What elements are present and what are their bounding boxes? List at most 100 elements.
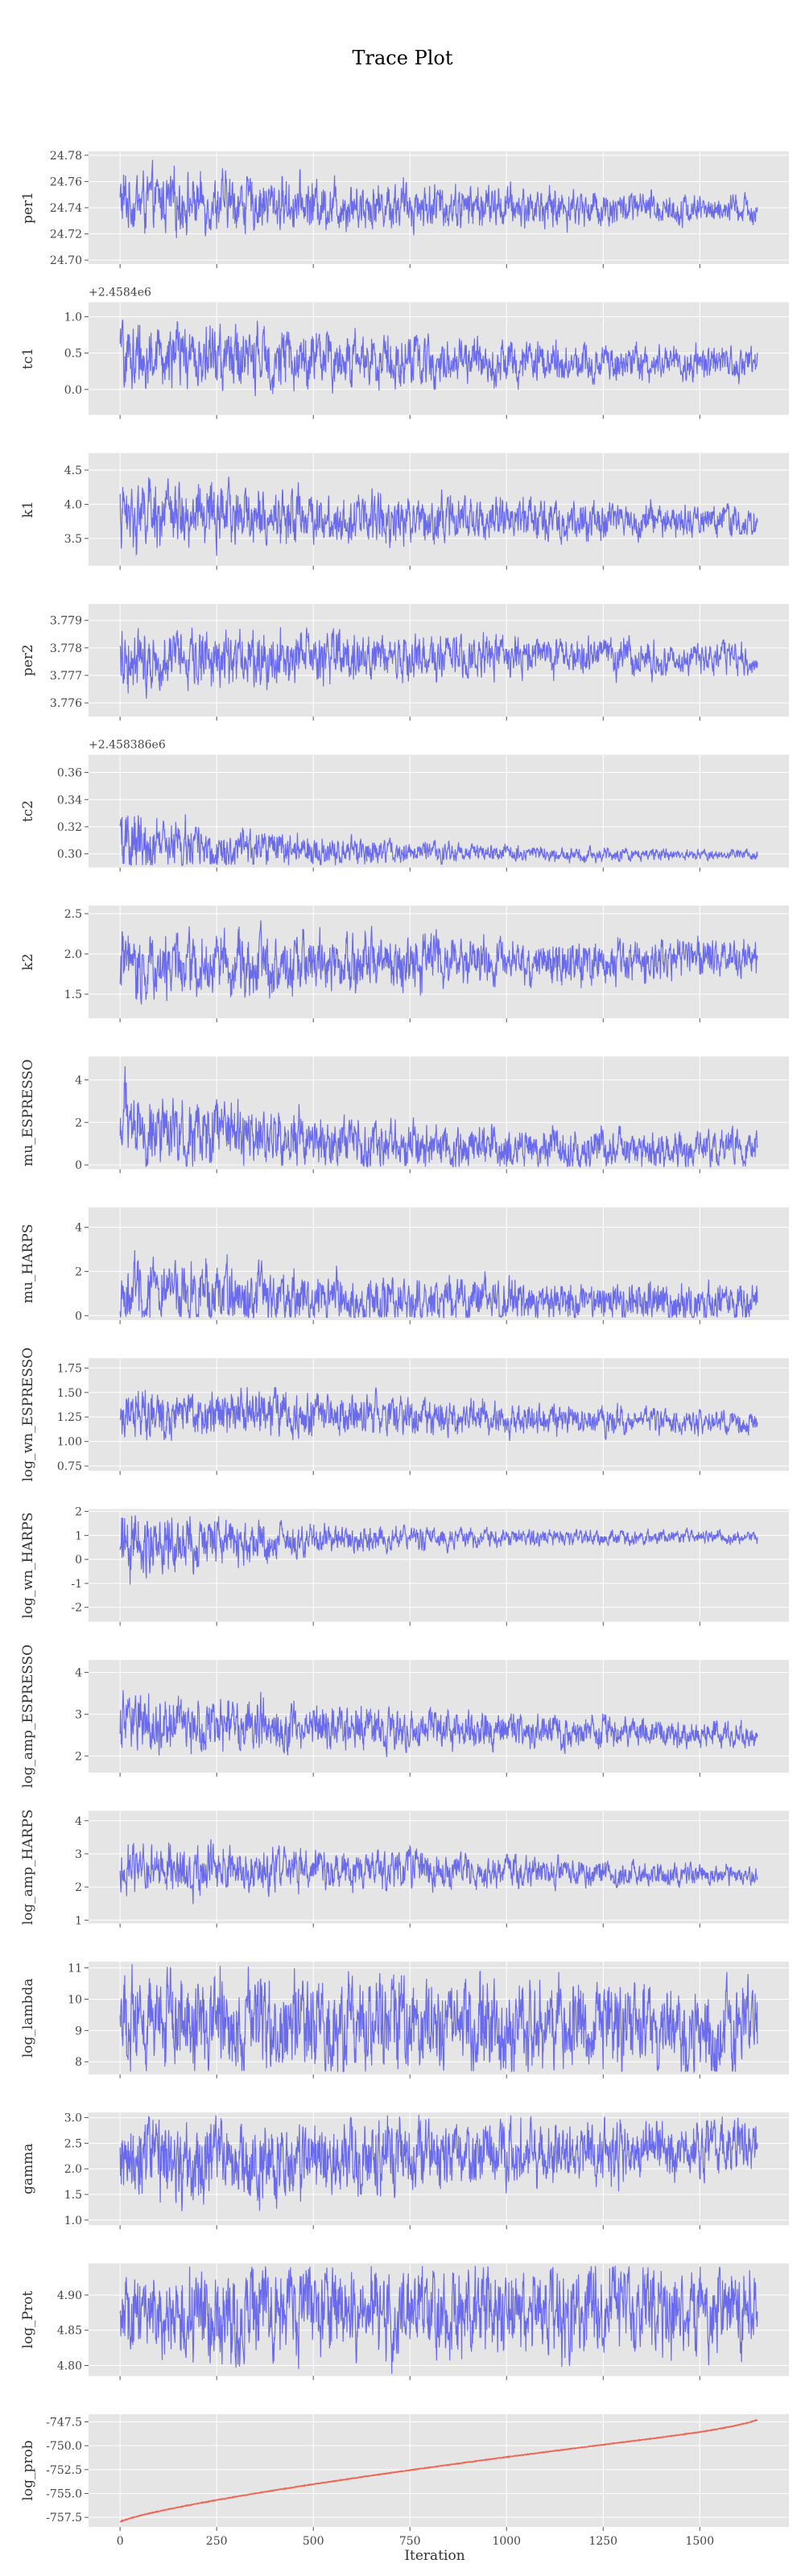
y-tick-label: 2 (75, 1750, 82, 1763)
y-tick-label: 1.0 (64, 2215, 82, 2227)
y-tick-label: 0.34 (57, 794, 82, 807)
trace-line-per2 (119, 627, 758, 699)
y-tick-label: 2.5 (64, 2137, 82, 2150)
panel-k1: 3.5 4.0 4.5 k1 (20, 452, 789, 570)
axis-offset-label: +2.4584e6 (89, 286, 151, 299)
y-tick-label: 3.779 (50, 615, 82, 628)
trace-line-log-lambda (119, 1963, 758, 2074)
panel-log-amp-ESPRESSO: 2 3 4 log_amp_ESPRESSO (20, 1645, 789, 1788)
y-tick-label: 2 (75, 1881, 82, 1894)
y-tick-label: 2 (75, 1506, 82, 1519)
y-axis-label: log_Prot (20, 2291, 36, 2349)
y-tick-label: 0.0 (64, 384, 82, 397)
panel-background (89, 1660, 789, 1773)
trace-line-log-amp-ESPRESSO (119, 1690, 758, 1757)
x-tick-label: 1500 (685, 2535, 714, 2548)
y-tick-label: 10 (68, 1993, 82, 2006)
x-tick-label: 250 (206, 2535, 228, 2548)
y-axis-label: log_wn_ESPRESSO (20, 1348, 36, 1482)
y-tick-label: 1.00 (57, 1436, 82, 1449)
y-tick-label: 0 (75, 1310, 82, 1323)
y-tick-label: 0.36 (57, 767, 82, 780)
y-tick-label: 24.70 (50, 254, 82, 267)
y-tick-label: 4.0 (64, 498, 82, 511)
panel-log-lambda: 8 9 10 11 log_lambda (20, 1961, 789, 2079)
y-tick-label: -750.0 (46, 2440, 82, 2453)
trace-line-log-wn-ESPRESSO (119, 1387, 758, 1441)
y-axis-label: tc1 (20, 348, 36, 369)
y-tick-label: 24.72 (50, 229, 82, 242)
panel-log-prob: -757.5 -755.0 -752.5 -750.0 -747.5 0 250 500 750… (20, 2414, 789, 2548)
y-tick-label: 3.0 (64, 2112, 82, 2125)
y-tick-label: 3.776 (50, 697, 82, 710)
y-tick-label: 4.85 (57, 2325, 82, 2338)
y-axis-label: log_amp_HARPS (20, 1810, 36, 1926)
y-axis-label: tc2 (20, 800, 36, 822)
y-tick-label: 1.25 (57, 1411, 82, 1424)
y-tick-label: 2 (75, 1265, 82, 1278)
y-tick-label: -755.0 (46, 2487, 82, 2500)
y-tick-label: 11 (68, 1963, 82, 1975)
y-axis-label: per1 (20, 192, 36, 224)
y-tick-label: 0.5 (64, 348, 82, 361)
panel-log-Prot: 4.80 4.85 4.90 log_Prot (20, 2263, 789, 2380)
panel-gamma: 1.0 1.5 2.0 2.5 3.0 gamma (20, 2112, 789, 2230)
y-tick-label: 1.5 (64, 2189, 82, 2202)
y-tick-label: 1.0 (64, 311, 82, 324)
trace-line-mu-HARPS (119, 1250, 758, 1319)
y-tick-label: 4 (75, 1222, 82, 1235)
trace-line-log-prob (119, 2419, 758, 2523)
trace-line-tc1 (119, 320, 758, 397)
trace-line-per1 (119, 159, 758, 238)
trace-line-gamma (119, 2115, 758, 2211)
trace-line-k2 (119, 920, 758, 1005)
y-tick-label: 0 (75, 1159, 82, 1172)
y-tick-label: 3 (75, 1848, 82, 1861)
panel-per2: 3.776 3.777 3.778 3.779 per2 (20, 604, 789, 721)
y-axis-label: k1 (20, 501, 36, 518)
y-tick-label: 2.0 (64, 948, 82, 961)
panel-tc2: 0.30 0.32 0.34 0.36 tc2 +2.458386e6 (20, 739, 789, 872)
y-axis-label: mu_ESPRESSO (20, 1059, 36, 1166)
y-tick-label: -747.5 (46, 2416, 82, 2429)
y-tick-label: 9 (75, 2025, 82, 2037)
x-tick-label: 750 (399, 2535, 421, 2548)
y-tick-label: 2.0 (64, 2163, 82, 2176)
y-tick-label: 24.76 (50, 175, 82, 188)
y-tick-label: 4 (75, 1815, 82, 1828)
y-tick-label: -1 (71, 1578, 82, 1591)
y-tick-label: -2 (71, 1602, 82, 1615)
panel-log-amp-HARPS: 1 2 3 4 log_amp_HARPS (20, 1810, 789, 1928)
y-tick-label: 3 (75, 1708, 82, 1721)
y-tick-label: 4 (75, 1667, 82, 1680)
y-tick-label: 3.778 (50, 642, 82, 655)
y-axis-label: mu_HARPS (20, 1224, 36, 1304)
y-tick-label: 0.32 (57, 821, 82, 834)
y-tick-label: 4.80 (57, 2359, 82, 2372)
trace-line-tc2 (119, 814, 758, 867)
y-tick-label: 24.74 (50, 202, 82, 215)
y-axis-label: log_lambda (20, 1978, 36, 2058)
panel-log-wn-ESPRESSO: 0.75 1.00 1.25 1.50 1.75 log_wn_ESPRESSO (20, 1348, 789, 1482)
panels-group: 24.70 24.72 24.74 24.76 24.78 per1 0.0 0.5 1.0 tc… (20, 150, 789, 2548)
panel-mu-HARPS: 0 2 4 mu_HARPS (20, 1207, 789, 1324)
trace-line-mu-ESPRESSO (119, 1066, 758, 1169)
trace-line-log-wn-HARPS (119, 1515, 758, 1585)
y-axis-label: log_prob (20, 2440, 36, 2500)
y-tick-label: 0.30 (57, 848, 82, 861)
y-tick-label: -757.5 (46, 2512, 82, 2524)
chart-title: Trace Plot (353, 47, 453, 69)
panel-background (89, 2414, 789, 2527)
x-tick-label: 500 (303, 2535, 324, 2548)
panel-background (89, 1509, 789, 1622)
panel-per1: 24.70 24.72 24.74 24.76 24.78 per1 (20, 150, 789, 268)
y-tick-label: 24.78 (50, 150, 82, 163)
y-tick-label: 1.5 (64, 989, 82, 1001)
y-tick-label: 2 (75, 1117, 82, 1129)
y-tick-label: 1.50 (57, 1387, 82, 1400)
panel-tc1: 0.0 0.5 1.0 tc1 +2.4584e6 (20, 286, 789, 419)
y-tick-label: 1 (75, 1914, 82, 1927)
y-axis-label: k2 (20, 953, 36, 970)
y-tick-label: 0 (75, 1554, 82, 1567)
